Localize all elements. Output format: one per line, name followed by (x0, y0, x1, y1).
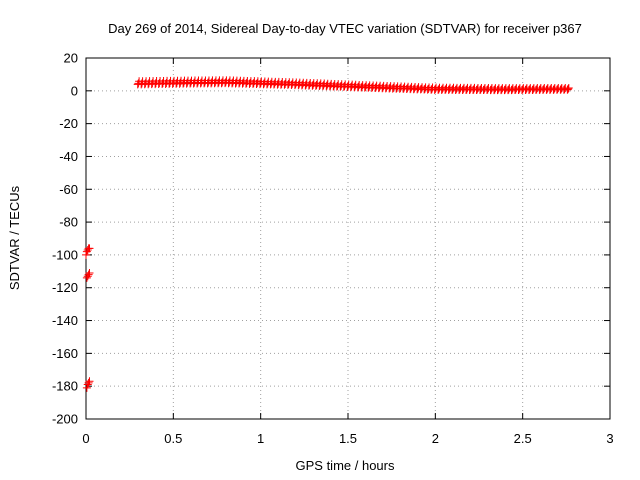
data-point (84, 378, 93, 387)
data-point (83, 245, 92, 254)
data-point (82, 383, 91, 392)
x-tick-label: 3 (606, 431, 613, 446)
y-axis-label: SDTVAR / TECUs (7, 185, 22, 290)
plot-frame (85, 57, 611, 420)
x-tick-label: 2 (432, 431, 439, 446)
x-tick-label: 1 (257, 431, 264, 446)
data-point (85, 268, 94, 277)
y-tick-label: -80 (59, 215, 78, 230)
y-tick-label: 20 (64, 51, 78, 66)
y-tick-labels: 20 0 -20 -40 -60 -80 -100 -120 -140 -160 -180 -200 (52, 51, 78, 427)
y-tick-label: -140 (52, 313, 78, 328)
x-axis-label: GPS time / hours (296, 458, 395, 473)
x-tick-labels: 0 0.5 1 1.5 2 2.5 3 (82, 431, 613, 446)
y-tick-label: -200 (52, 412, 78, 427)
data-point (564, 85, 573, 94)
x-tick-label: 2.5 (514, 431, 532, 446)
y-tick-label: -180 (52, 379, 78, 394)
data-point (83, 380, 92, 389)
x-tick-label: 1.5 (339, 431, 357, 446)
x-tick-label: 0.5 (164, 431, 182, 446)
data-point (82, 250, 90, 259)
y-tick-label: -40 (59, 149, 78, 164)
chart-title: Day 269 of 2014, Sidereal Day-to-day VTE… (108, 21, 582, 36)
data-point (82, 273, 91, 282)
y-tick-label: -60 (59, 182, 78, 197)
data-point (85, 244, 94, 253)
data-point (83, 272, 92, 281)
data-point (84, 270, 93, 279)
y-tick-label: -120 (52, 280, 78, 295)
data-point (564, 83, 573, 92)
y-tick-label: -100 (52, 247, 78, 262)
x-tick-label: 0 (82, 431, 89, 446)
y-tick-label: -160 (52, 346, 78, 361)
data-points (82, 76, 573, 392)
y-tick-label: -20 (59, 116, 78, 131)
y-tick-label: 0 (71, 83, 78, 98)
data-point (85, 377, 94, 386)
gridlines (86, 58, 610, 419)
data-point (563, 85, 572, 94)
